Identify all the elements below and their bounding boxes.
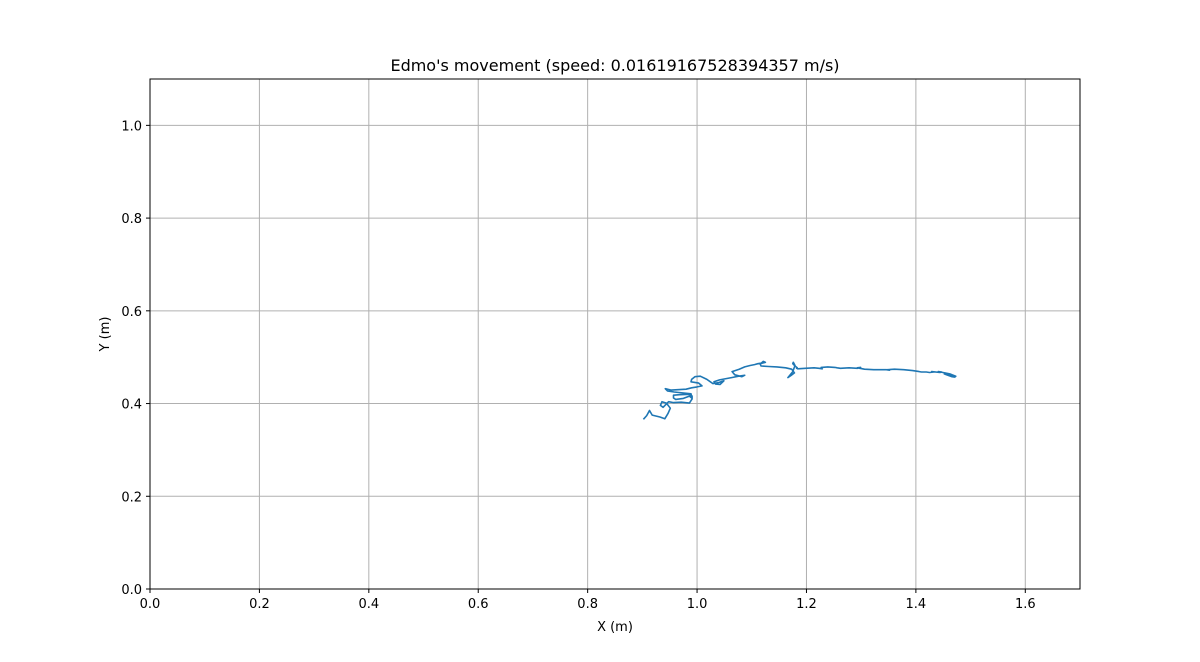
x-tick-label: 0.2	[249, 597, 270, 612]
x-tick-label: 1.0	[687, 597, 708, 612]
series-layer	[642, 360, 957, 420]
y-tick-label: 0.0	[121, 583, 142, 598]
x-axis: 0.0 0.2 0.4 0.6 0.8 1.0 1.2 1.4 1.6	[140, 589, 1036, 612]
y-tick-label: 0.2	[121, 490, 142, 505]
y-axis-label: Y (m)	[98, 317, 113, 353]
x-tick-label: 1.4	[906, 597, 927, 612]
x-tick-label: 0.0	[140, 597, 161, 612]
y-tick-label: 0.8	[121, 212, 142, 227]
x-tick-label: 0.6	[468, 597, 489, 612]
y-tick-label: 0.6	[121, 305, 142, 320]
x-tick-label: 1.2	[796, 597, 817, 612]
series-line	[642, 360, 957, 420]
x-tick-label: 0.8	[577, 597, 598, 612]
x-tick-label: 1.6	[1015, 597, 1036, 612]
y-axis: 0.0 0.2 0.4 0.6 0.8 1.0	[121, 119, 150, 598]
y-tick-label: 1.0	[121, 119, 142, 134]
y-tick-label: 0.4	[121, 398, 142, 413]
chart-title: Edmo's movement (speed: 0.01619167528394…	[390, 56, 839, 75]
x-tick-label: 0.4	[358, 597, 379, 612]
x-axis-label: X (m)	[597, 620, 633, 635]
plot-frame	[149, 78, 1081, 590]
